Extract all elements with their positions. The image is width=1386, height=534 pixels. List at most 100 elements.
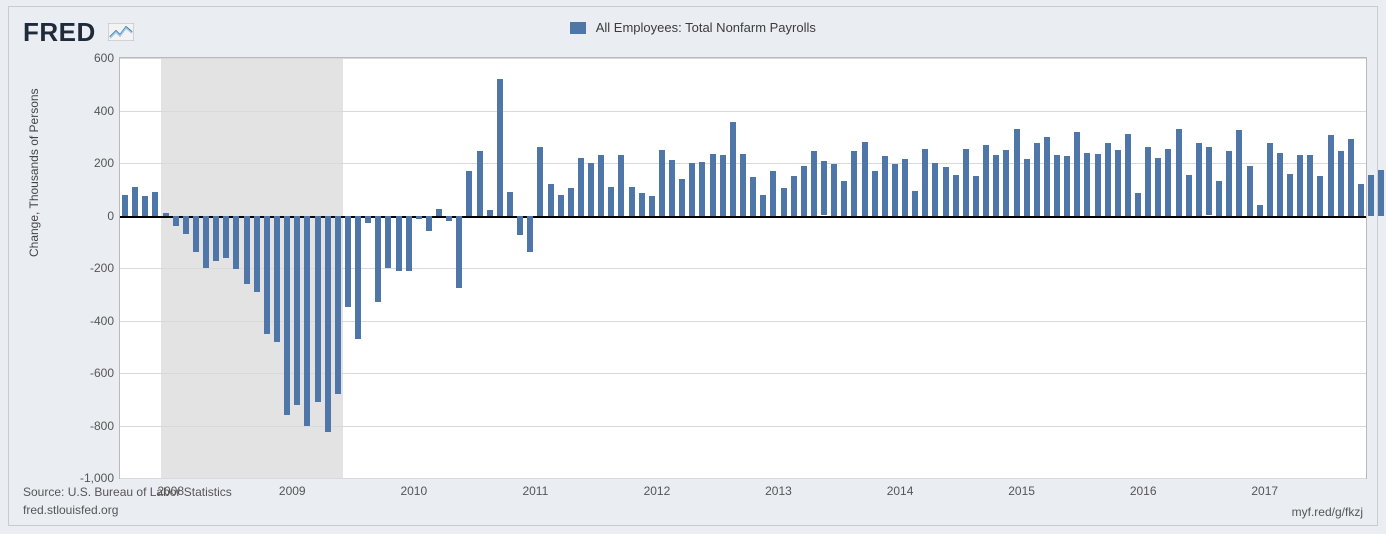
bar [1216,181,1222,215]
bar [851,151,857,215]
bar [1074,132,1080,216]
bar [355,216,361,339]
bar [953,175,959,216]
bar [365,216,371,224]
plot-area: -1,000-800-600-400-200020040060020082009… [119,57,1367,479]
bar [922,149,928,216]
bar [862,142,868,216]
bar [1328,135,1334,215]
bar [477,151,483,215]
x-tick-label: 2011 [522,484,548,498]
bar [385,216,391,269]
bar [183,216,189,234]
bar [932,163,938,216]
bar [578,158,584,216]
x-tick-label: 2015 [1008,484,1035,498]
bar [1247,166,1253,216]
bar [1338,151,1344,215]
x-tick-label: 2009 [279,484,306,498]
bar [1196,143,1202,215]
y-tick-label: -200 [90,261,114,275]
bar [983,145,989,216]
bar [669,160,675,215]
bar [193,216,199,253]
bar [446,216,452,221]
bar [892,164,898,215]
bar [841,181,847,215]
bar [1368,175,1374,216]
bar [163,213,169,216]
bar [1003,150,1009,216]
bar [517,216,523,236]
bar [993,155,999,215]
bar [274,216,280,342]
y-tick-label: 0 [107,209,114,223]
bar [1287,174,1293,216]
bar [223,216,229,258]
bar [466,171,472,216]
bar [598,155,604,215]
bar [1348,139,1354,215]
bar [791,176,797,215]
bar [760,195,766,216]
x-tick-label: 2012 [644,484,671,498]
bar [1226,151,1232,215]
bar [416,216,422,220]
bar [659,150,665,216]
bar [943,167,949,216]
bar [396,216,402,271]
bar [1277,153,1283,216]
bar [244,216,250,284]
bar [1267,143,1273,215]
gridline [120,426,1366,427]
bar [882,156,888,215]
legend-swatch [570,22,586,34]
bar [142,196,148,216]
bar [375,216,381,303]
gridline [120,111,1366,112]
x-tick-label: 2017 [1251,484,1278,498]
chart-frame: FRED All Employees: Total Nonfarm Payrol… [8,6,1378,526]
bar [1257,205,1263,216]
bar [284,216,290,416]
y-tick-label: -400 [90,314,114,328]
bar [315,216,321,402]
bar [1115,150,1121,216]
bar [264,216,270,334]
x-tick-label: 2014 [887,484,914,498]
bar [254,216,260,292]
footer: Source: U.S. Bureau of Labor Statistics … [23,483,232,519]
bar [1064,156,1070,215]
bar [1297,155,1303,215]
bar [1317,176,1323,215]
bar [487,210,493,215]
bar [720,155,726,215]
source-text: Source: U.S. Bureau of Labor Statistics [23,483,232,501]
bar [811,151,817,215]
bar [1125,134,1131,215]
bar [750,177,756,215]
bar [912,191,918,216]
bar [304,216,310,426]
bar [233,216,239,270]
legend: All Employees: Total Nonfarm Payrolls [9,19,1377,35]
bar [679,179,685,216]
x-tick-label: 2016 [1130,484,1157,498]
bar [770,171,776,216]
y-axis-label: Change, Thousands of Persons [27,88,41,257]
bar [608,187,614,216]
bar [1084,153,1090,216]
bar [507,192,513,216]
bar [710,154,716,216]
bar [345,216,351,308]
bar [588,163,594,216]
bar [203,216,209,269]
bar [740,154,746,216]
x-tick-label: 2013 [765,484,792,498]
bar [1145,147,1151,215]
bar [821,161,827,215]
y-tick-label: 400 [94,104,114,118]
site-text: fred.stlouisfed.org [23,501,232,519]
bar [1358,184,1364,216]
bar [1307,155,1313,215]
